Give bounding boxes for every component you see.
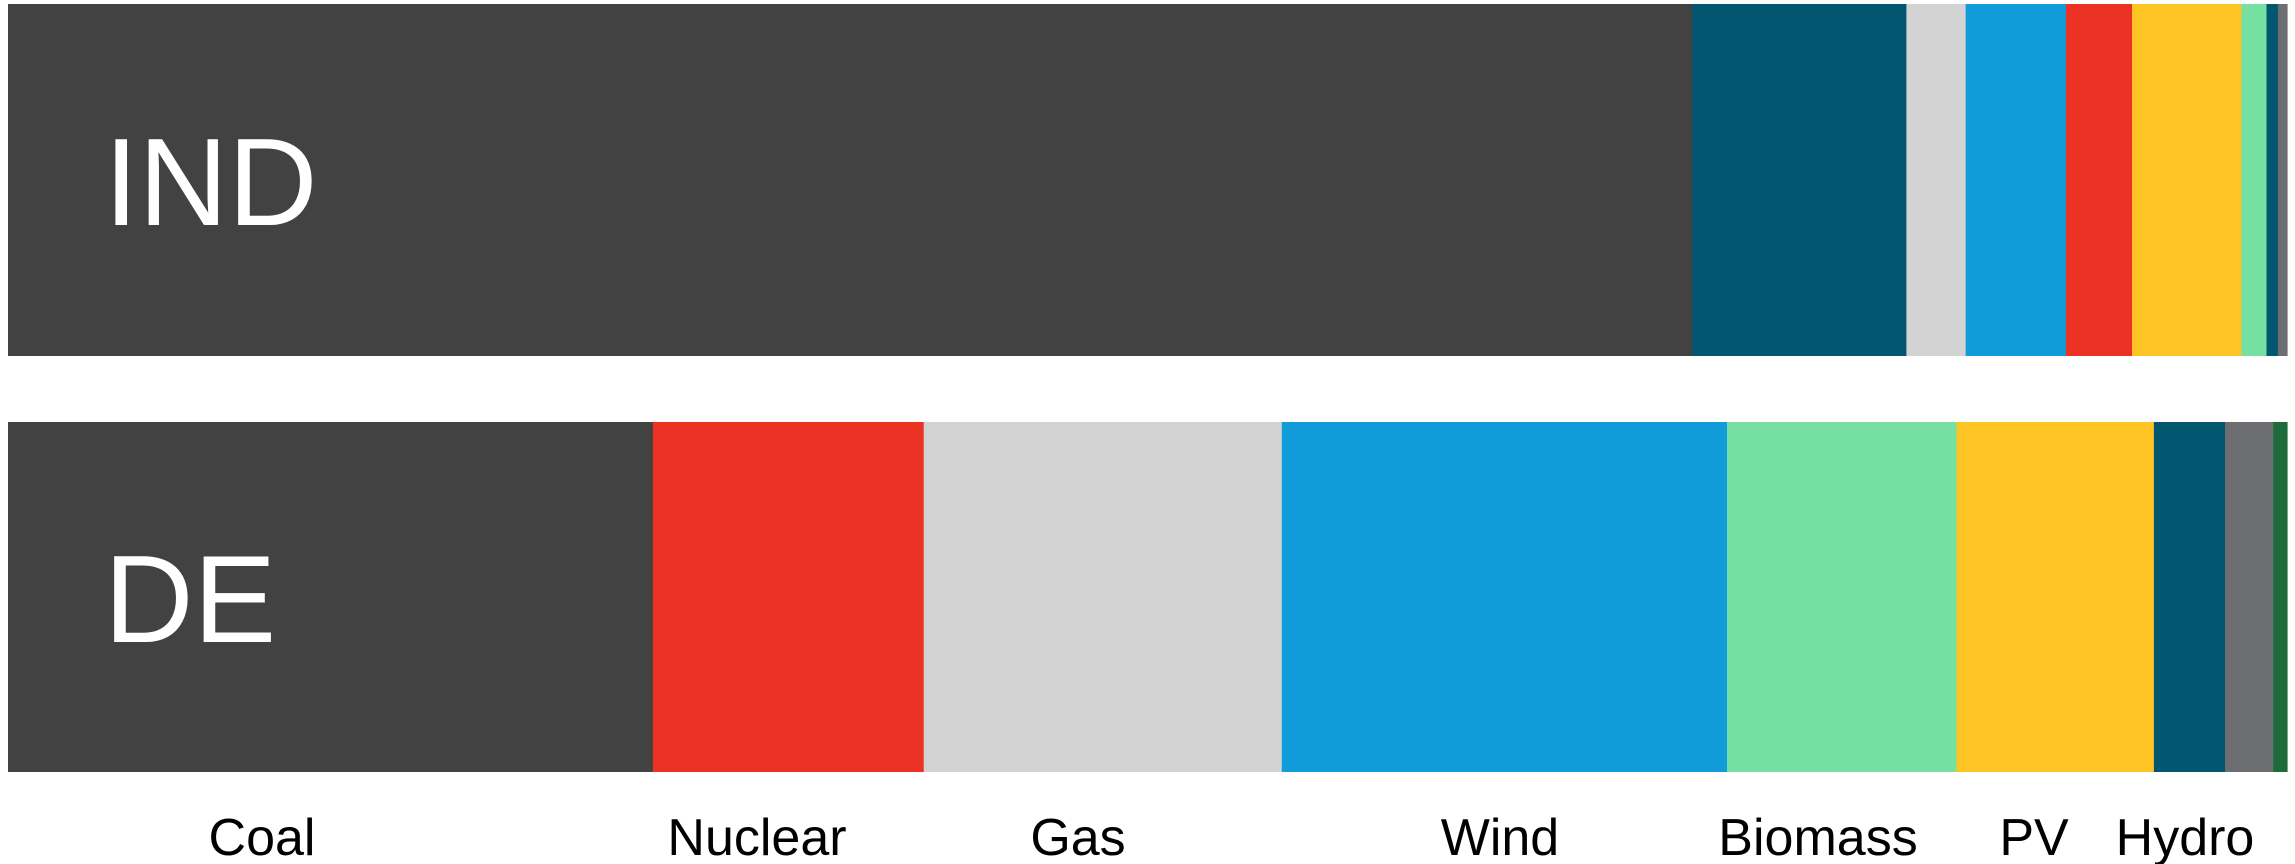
bar-segment-ind-other-8 xyxy=(2277,4,2288,356)
bar-segment-ind-nuclear-4 xyxy=(2065,4,2133,356)
bar-segment-ind-coal-0 xyxy=(8,4,1693,356)
bar-segment-ind-biomass-6 xyxy=(2241,4,2268,356)
source-label-biomass: Biomass xyxy=(1718,809,1917,864)
source-label-coal: Coal xyxy=(209,809,316,864)
bars-layer xyxy=(8,4,2288,772)
bar-segment-de-hydro-6 xyxy=(2153,422,2226,772)
bar-segment-de-wind-3 xyxy=(1281,422,1728,772)
bar-segment-de-coal-0 xyxy=(8,422,654,772)
category-label-de: DE xyxy=(104,531,276,669)
bar-segment-ind-pv-5 xyxy=(2132,4,2243,356)
bar-segment-de-nuclear-1 xyxy=(652,422,925,772)
bar-segment-ind-hydro-1 xyxy=(1692,4,1908,356)
labels-layer: IND DE xyxy=(104,114,318,669)
legend-layer: Coal Nuclear Gas Wind Biomass PV Hydro xyxy=(209,809,2255,864)
source-label-nuclear: Nuclear xyxy=(667,809,846,864)
source-label-wind: Wind xyxy=(1441,809,1559,864)
bar-segment-ind-gas-2 xyxy=(1906,4,1967,356)
bar-segment-ind-wind-3 xyxy=(1965,4,2067,356)
source-label-hydro: Hydro xyxy=(2116,809,2255,864)
bar-segment-ind-other-7 xyxy=(2266,4,2279,356)
source-label-pv: PV xyxy=(1999,809,2069,864)
bar-segment-de-biomass-4 xyxy=(1727,422,1958,772)
bar-segment-de-gas-2 xyxy=(923,422,1283,772)
category-label-ind: IND xyxy=(104,114,318,252)
bar-segment-de-pv-5 xyxy=(1956,422,2155,772)
bar-segment-de-other-8 xyxy=(2273,422,2288,772)
source-label-gas: Gas xyxy=(1030,809,1125,864)
bar-segment-de-other-7 xyxy=(2225,422,2274,772)
